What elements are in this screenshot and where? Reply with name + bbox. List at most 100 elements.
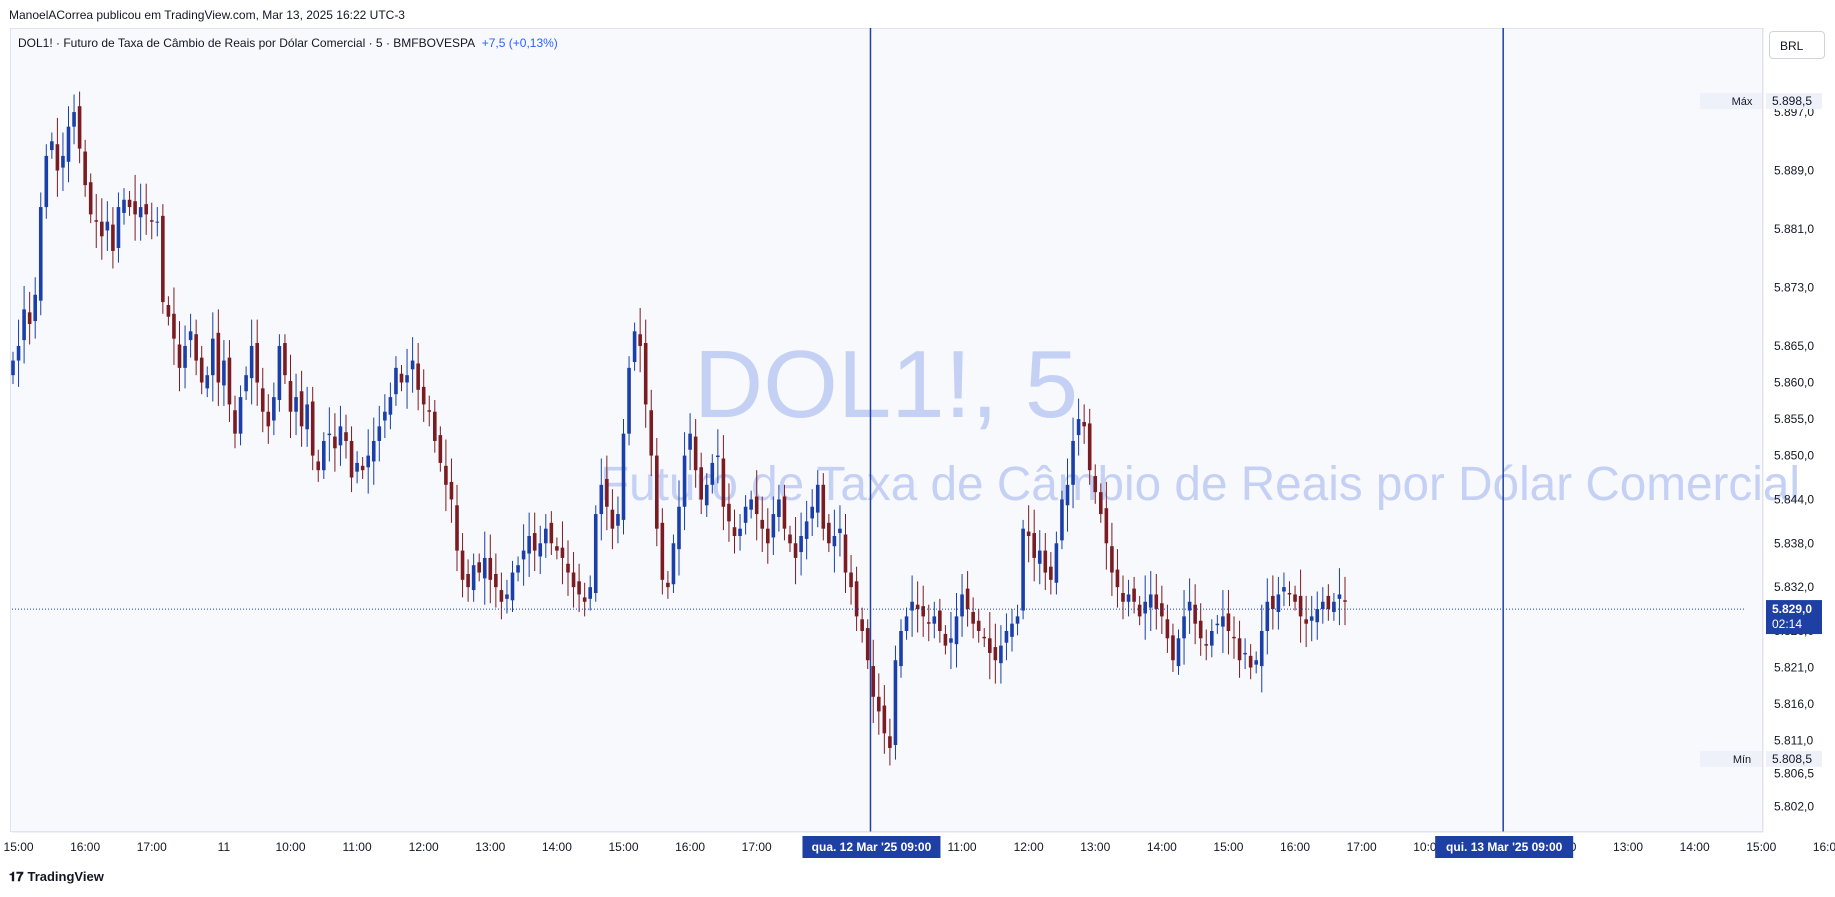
candle — [100, 198, 104, 260]
candle-body — [1210, 631, 1214, 646]
candle-body — [1010, 623, 1014, 637]
candle-body — [144, 204, 148, 215]
candle — [38, 192, 43, 316]
candle-body — [277, 345, 282, 401]
candle — [865, 619, 870, 670]
candle — [1037, 530, 1042, 585]
price-tick-label: 5.821,0 — [1774, 661, 1814, 675]
candle — [904, 607, 909, 640]
candle — [410, 337, 415, 393]
candle-body — [183, 345, 187, 368]
candle-body — [571, 572, 576, 588]
price-tick-label: 5.811,0 — [1774, 734, 1813, 748]
candle — [1021, 519, 1025, 620]
candle-body — [1076, 419, 1081, 436]
candle-body — [1121, 592, 1125, 602]
candle — [433, 400, 437, 453]
candle — [155, 207, 160, 237]
candle — [77, 91, 82, 164]
candle-body — [605, 478, 609, 507]
candle-body — [333, 436, 337, 449]
candle-body — [1315, 609, 1320, 623]
candle-body — [1282, 587, 1286, 592]
candle — [627, 356, 631, 446]
candle-body — [743, 506, 748, 523]
candle — [843, 514, 848, 593]
candle-body — [544, 528, 548, 544]
candle-body — [338, 426, 343, 446]
time-tick-label: 14:00 — [1147, 840, 1177, 854]
candle — [516, 556, 520, 582]
session-date-bg — [802, 836, 941, 858]
candle — [288, 354, 293, 439]
tradingview-logo[interactable]: 𝟏𝟕 TradingView — [9, 869, 104, 885]
time-tick-label: 13:00 — [1613, 840, 1643, 854]
candle-body — [666, 582, 670, 588]
candle — [366, 429, 370, 494]
candle — [993, 623, 998, 684]
candle-body — [44, 155, 49, 208]
price-tick-label: 5.855,0 — [1774, 412, 1814, 426]
candle — [1087, 408, 1092, 485]
candle — [1082, 404, 1086, 444]
candle — [50, 132, 54, 159]
candle-body — [482, 557, 487, 579]
last-price-box — [1766, 600, 1822, 635]
candle — [510, 560, 515, 612]
time-tick-label: 13:00 — [475, 840, 505, 854]
candle-body — [216, 332, 221, 383]
candle — [1032, 509, 1036, 582]
candles-layer — [11, 91, 1347, 766]
candle-body — [349, 440, 354, 478]
price-axis[interactable]: 5.802,05.806,55.811,05.816,05.821,05.826… — [1700, 28, 1822, 832]
candle-body — [444, 465, 448, 485]
candle — [55, 117, 60, 197]
candle-body — [832, 535, 837, 547]
candle — [83, 139, 87, 197]
candle — [344, 414, 348, 459]
candle-body — [1276, 594, 1281, 612]
candle-body — [510, 572, 515, 601]
candle — [921, 585, 925, 637]
candle-body — [22, 309, 26, 341]
candle-body — [643, 343, 648, 405]
price-tick-label: 5.860,0 — [1774, 375, 1814, 389]
candle — [438, 426, 443, 472]
candle-body — [1099, 492, 1103, 515]
session-date-label[interactable]: qui. 13 Mar '25 09:00 — [1435, 836, 1574, 858]
candle-body — [1182, 616, 1186, 639]
candle — [1287, 581, 1292, 607]
candle — [605, 455, 609, 531]
candle — [1154, 573, 1159, 630]
candle — [710, 454, 715, 494]
candle-body — [760, 519, 765, 529]
time-axis[interactable]: 15:00 16:00 17:00 11 10:00 11:00 12:00 13:00 14:… — [4, 831, 1835, 858]
time-tick-label: 16:00 — [675, 840, 705, 854]
candle — [1104, 481, 1109, 570]
candle-body — [954, 616, 959, 645]
candle-body — [566, 563, 570, 573]
candle-body — [1037, 550, 1042, 564]
candle — [127, 190, 132, 216]
price-tick-label: 5.806,5 — [1774, 767, 1814, 781]
candle — [560, 521, 565, 585]
chart-legend[interactable]: DOL1! · Futuro de Taxa de Câmbio de Reai… — [18, 36, 558, 50]
candle — [832, 509, 837, 573]
candle-body — [599, 484, 604, 515]
candle — [1243, 638, 1247, 670]
candle-body — [888, 736, 892, 748]
candle-body — [582, 597, 587, 602]
time-tick-label: 17:00 — [137, 840, 167, 854]
currency-button[interactable]: BRL — [1769, 31, 1825, 59]
time-tick-label: 11 — [218, 840, 231, 854]
candle-body — [38, 207, 43, 301]
candle — [233, 395, 237, 449]
time-tick-label: 17:00 — [742, 840, 772, 854]
candle-body — [66, 126, 71, 162]
candle — [488, 534, 493, 604]
price-tick-label: 5.844,0 — [1774, 492, 1814, 506]
candle-body — [460, 550, 465, 580]
candle-body — [516, 565, 520, 573]
session-date-label[interactable]: qua. 12 Mar '25 09:00 — [802, 836, 941, 858]
